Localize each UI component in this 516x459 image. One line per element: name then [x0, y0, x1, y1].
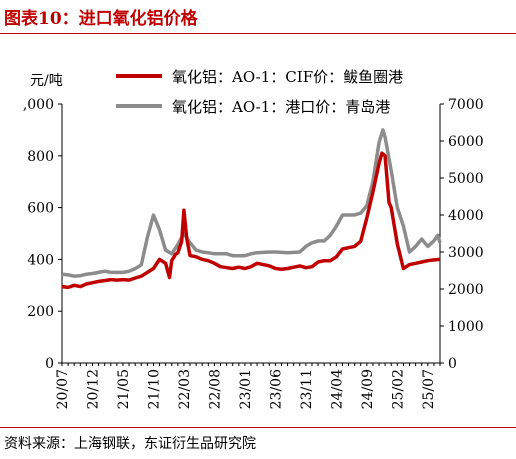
left-axis-tick-label: 0 [45, 356, 54, 372]
chart-title: 图表10：进口氧化铝价格 [4, 9, 198, 29]
source-note: 资料来源：上海钢联，东证衍生品研究院 [4, 436, 256, 452]
legend-label: 氧化铝：AO-1：CIF价：鲅鱼圈港 [172, 68, 403, 86]
x-axis-tick-label: 20/07 [55, 369, 71, 409]
left-axis-unit-label: 元/吨 [30, 73, 63, 89]
right-axis-tick-label: 7000 [448, 97, 484, 113]
x-axis-tick-label: 24/09 [360, 369, 376, 409]
x-axis-tick-label: 25/07 [421, 369, 437, 409]
left-axis-tick-label: 200 [27, 304, 54, 320]
series-layer [61, 128, 442, 290]
right-axis-tick-label: 5000 [448, 171, 484, 187]
legend-label: 氧化铝：AO-1：港口价：青岛港 [172, 98, 390, 116]
x-axis-tick-label: 20/12 [85, 369, 101, 409]
x-axis-tick-label: 21/05 [116, 369, 132, 409]
x-axis-tick-label: 22/03 [177, 369, 193, 409]
series-line-cif-bayuquan [61, 151, 441, 290]
chart-plot: 0 200 400 600 800 ,000 0 1000 2000 3000 4000 5000 60… [23, 68, 484, 409]
right-axis-tick-label: 6000 [448, 134, 484, 150]
x-axis-tick-label: 21/10 [146, 369, 162, 409]
x-axis-tick-label: 24/04 [329, 369, 345, 409]
x-axis-tick-label: 23/06 [268, 369, 284, 409]
left-axis-tick-label: ,000 [23, 97, 54, 113]
source-rule [0, 427, 516, 428]
right-axis-tick-label: 0 [448, 356, 457, 372]
left-axis-tick-label: 400 [27, 252, 54, 268]
right-axis-tick-label: 1000 [448, 319, 484, 335]
x-axis-tick-label: 23/11 [299, 369, 315, 409]
x-axis-tick-label: 23/01 [238, 369, 254, 409]
axes-layer: 0 200 400 600 800 ,000 0 1000 2000 3000 4000 5000 60… [23, 73, 484, 409]
series-line-qingdao-port [61, 128, 442, 278]
title-rule [0, 33, 516, 34]
right-axis-tick-label: 3000 [448, 245, 484, 261]
left-axis-tick-label: 800 [27, 149, 54, 165]
left-axis-tick-label: 600 [27, 201, 54, 217]
x-axis-tick-label: 25/02 [390, 369, 406, 409]
right-axis-tick-label: 2000 [448, 282, 484, 298]
right-axis-tick-label: 4000 [448, 208, 484, 224]
x-axis-tick-label: 22/08 [207, 369, 223, 409]
